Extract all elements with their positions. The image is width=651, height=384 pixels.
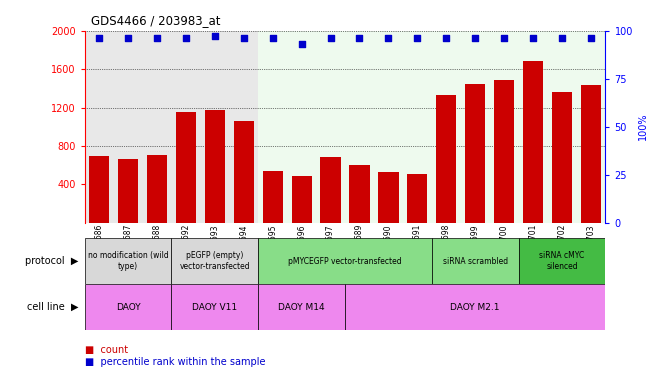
Point	[383, 35, 394, 41]
Bar	[89, 156, 109, 223]
Bar	[523, 61, 543, 223]
Bar	[147, 155, 167, 223]
Text: pMYCEGFP vector-transfected: pMYCEGFP vector-transfected	[288, 257, 402, 266]
Bar	[204, 110, 225, 223]
Bar	[85, 284, 171, 330]
Bar	[229, 31, 258, 223]
Bar	[552, 92, 572, 223]
Point	[152, 35, 162, 41]
Bar	[519, 31, 547, 223]
Bar	[258, 284, 345, 330]
Bar	[85, 238, 171, 284]
Point	[123, 35, 133, 41]
Bar	[320, 157, 340, 223]
Bar	[258, 31, 287, 223]
Point	[412, 35, 422, 41]
Bar	[461, 31, 490, 223]
Bar	[432, 31, 461, 223]
Bar	[171, 284, 258, 330]
Bar	[113, 31, 143, 223]
Bar	[581, 86, 601, 223]
Point	[326, 35, 336, 41]
Bar	[432, 238, 519, 284]
Point	[210, 33, 220, 40]
Bar	[494, 80, 514, 223]
Point	[268, 35, 278, 41]
Point	[181, 35, 191, 41]
Bar	[234, 121, 254, 223]
Bar	[262, 171, 283, 223]
Bar	[201, 31, 229, 223]
Bar	[171, 238, 258, 284]
Point	[499, 35, 509, 41]
Point	[528, 35, 538, 41]
Bar	[85, 31, 113, 223]
Point	[586, 35, 596, 41]
Bar	[547, 31, 577, 223]
Bar	[350, 165, 370, 223]
Bar	[374, 31, 403, 223]
Bar	[292, 176, 312, 223]
Text: pEGFP (empty)
vector-transfected: pEGFP (empty) vector-transfected	[180, 252, 250, 271]
Text: DAOY: DAOY	[116, 303, 141, 312]
Bar	[345, 31, 374, 223]
Bar	[118, 159, 138, 223]
Bar	[490, 31, 519, 223]
Bar	[519, 238, 605, 284]
Point	[557, 35, 567, 41]
Bar	[143, 31, 171, 223]
Bar	[316, 31, 345, 223]
Bar	[465, 84, 486, 223]
Text: cell line  ▶: cell line ▶	[27, 302, 78, 312]
Text: ■  count: ■ count	[85, 345, 128, 355]
Text: DAOY M14: DAOY M14	[279, 303, 325, 312]
Point	[354, 35, 365, 41]
Text: GDS4466 / 203983_at: GDS4466 / 203983_at	[91, 14, 221, 27]
Point	[296, 41, 307, 47]
Bar	[408, 174, 428, 223]
Point	[470, 35, 480, 41]
Point	[238, 35, 249, 41]
Bar	[403, 31, 432, 223]
Bar	[287, 31, 316, 223]
Bar	[378, 172, 398, 223]
Point	[441, 35, 452, 41]
Text: no modification (wild
type): no modification (wild type)	[88, 252, 169, 271]
Text: siRNA scrambled: siRNA scrambled	[443, 257, 508, 266]
Bar	[258, 238, 432, 284]
Text: DAOY V11: DAOY V11	[192, 303, 238, 312]
Text: DAOY M2.1: DAOY M2.1	[450, 303, 500, 312]
Y-axis label: 100%: 100%	[639, 113, 648, 141]
Bar	[171, 31, 201, 223]
Bar	[577, 31, 605, 223]
Text: ■  percentile rank within the sample: ■ percentile rank within the sample	[85, 357, 265, 367]
Bar	[345, 284, 605, 330]
Bar	[436, 95, 456, 223]
Text: protocol  ▶: protocol ▶	[25, 256, 78, 266]
Point	[94, 35, 104, 41]
Bar	[176, 112, 196, 223]
Text: siRNA cMYC
silenced: siRNA cMYC silenced	[540, 252, 585, 271]
